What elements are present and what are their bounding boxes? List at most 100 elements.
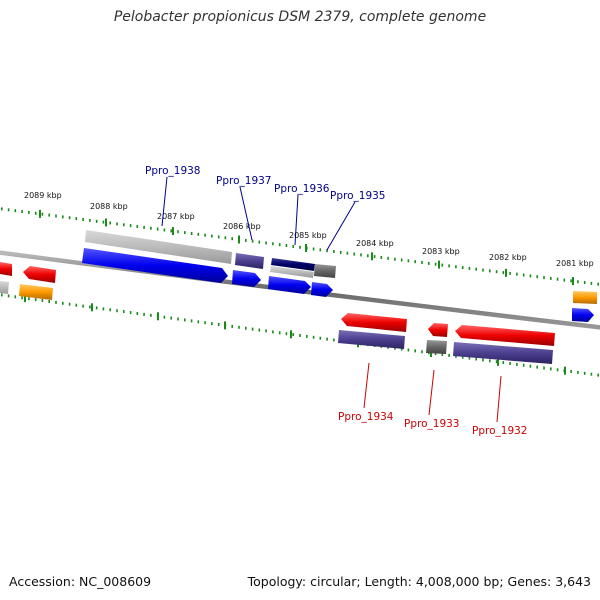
minor-tick xyxy=(163,315,166,319)
leader-ppro-1932 xyxy=(496,375,502,423)
scale-label: 2085 kbp xyxy=(289,231,327,240)
minor-tick xyxy=(150,313,152,317)
minor-tick xyxy=(509,362,511,365)
cds-feature-ppro-1935[interactable] xyxy=(314,264,336,278)
minor-tick xyxy=(278,331,281,335)
minor-tick xyxy=(217,323,220,326)
minor-tick xyxy=(373,255,376,259)
gene-label-ppro-1934[interactable]: Ppro_1934 xyxy=(338,411,394,423)
major-tick xyxy=(290,330,292,339)
cds-feature-ppro-1932[interactable] xyxy=(453,342,553,364)
minor-tick xyxy=(136,312,139,315)
leader-ppro-1936 xyxy=(294,194,299,246)
minor-tick xyxy=(461,355,464,359)
scale-label: 2087 kbp xyxy=(157,212,195,221)
major-tick xyxy=(224,321,226,330)
minor-tick xyxy=(583,371,586,375)
minor-tick xyxy=(62,215,64,219)
minor-tick xyxy=(245,326,247,330)
minor-tick xyxy=(184,318,186,322)
minor-tick xyxy=(421,350,423,354)
leader-ppro-1935 xyxy=(326,201,356,251)
minor-tick xyxy=(414,349,416,353)
leader-ppro-1933 xyxy=(428,369,435,416)
minor-tick xyxy=(590,281,593,285)
minor-tick xyxy=(116,309,118,313)
minor-tick xyxy=(333,338,335,342)
minor-tick xyxy=(95,306,98,310)
gene-feature-ppro-1935[interactable] xyxy=(311,282,333,297)
gene-label-ppro-1933[interactable]: Ppro_1933 xyxy=(404,418,459,430)
gene-feature-right-blue[interactable] xyxy=(572,308,594,322)
gene-feature-ppro-1932[interactable] xyxy=(455,325,555,346)
minor-tick xyxy=(441,263,444,267)
major-tick xyxy=(172,227,174,236)
gene-feature-ppro-1937[interactable] xyxy=(232,270,261,287)
gene-feature-ppro-1936[interactable] xyxy=(268,276,311,294)
minor-tick xyxy=(448,353,450,357)
gene-feature-left-grey[interactable] xyxy=(0,281,9,294)
minor-tick xyxy=(495,270,498,274)
gene-feature-grey-small[interactable] xyxy=(270,266,314,278)
rna-feature-right[interactable] xyxy=(573,291,597,304)
minor-tick xyxy=(109,308,111,312)
cds-feature-ppro-1933[interactable] xyxy=(426,340,447,354)
rna-feature-left[interactable] xyxy=(19,284,53,300)
cds-feature-ppro-1936[interactable] xyxy=(271,258,315,271)
gene-feature-left-red[interactable] xyxy=(0,262,12,276)
minor-tick xyxy=(41,299,44,302)
minor-tick xyxy=(475,357,477,361)
minor-tick xyxy=(21,296,23,300)
minor-tick xyxy=(516,362,518,366)
gene-feature-ppro-1938[interactable] xyxy=(82,248,228,283)
gene-feature-ppro-1933[interactable] xyxy=(428,323,448,337)
minor-tick xyxy=(21,210,23,213)
gene-label-ppro-1938[interactable]: Ppro_1938 xyxy=(145,165,200,177)
minor-tick xyxy=(211,322,213,326)
gene-feature-left-red-2[interactable] xyxy=(23,266,56,283)
gene-label-ppro-1936[interactable]: Ppro_1936 xyxy=(274,183,330,195)
minor-tick xyxy=(400,258,403,262)
minor-tick xyxy=(394,346,396,350)
gene-feature-ppro-1934[interactable] xyxy=(341,313,407,332)
minor-tick xyxy=(475,267,477,271)
minor-tick xyxy=(285,244,288,247)
minor-tick xyxy=(299,245,301,249)
minor-tick xyxy=(428,261,430,265)
minor-tick xyxy=(502,361,505,365)
tick-rows xyxy=(1,207,599,377)
minor-tick xyxy=(495,360,498,364)
major-tick xyxy=(24,294,26,303)
scale-label: 2084 kbp xyxy=(356,239,394,248)
gene-label-ppro-1932[interactable]: Ppro_1932 xyxy=(472,425,527,437)
minor-tick xyxy=(34,298,37,302)
minor-tick xyxy=(319,336,322,340)
minor-tick xyxy=(529,274,532,278)
gene-label-ppro-1937[interactable]: Ppro_1937 xyxy=(216,175,271,187)
cds-feature-ppro-1937[interactable] xyxy=(235,253,264,269)
minor-tick xyxy=(102,220,105,224)
minor-tick xyxy=(143,312,145,316)
minor-tick xyxy=(150,226,152,230)
minor-tick xyxy=(529,364,532,368)
minor-tick xyxy=(123,310,125,314)
minor-tick xyxy=(102,307,105,311)
gene-label-ppro-1935[interactable]: Ppro_1935 xyxy=(330,190,385,202)
minor-tick xyxy=(441,353,444,356)
minor-tick xyxy=(556,368,559,372)
minor-tick xyxy=(170,229,172,233)
major-tick xyxy=(305,244,307,252)
minor-tick xyxy=(360,253,362,257)
gene-feature-grey[interactable] xyxy=(85,230,232,264)
major-tick xyxy=(438,260,440,269)
minor-tick xyxy=(258,240,261,244)
minor-tick xyxy=(129,224,132,228)
minor-tick xyxy=(400,347,403,351)
minor-tick xyxy=(434,352,437,356)
cds-feature-ppro-1934[interactable] xyxy=(338,330,405,349)
forward-strand-features xyxy=(0,230,597,322)
gene-labels: Ppro_1938 Ppro_1937 Ppro_1936 Ppro_1935 … xyxy=(145,165,527,437)
minor-tick xyxy=(231,324,233,328)
map-title: Pelobacter propionicus DSM 2379, complet… xyxy=(113,9,487,25)
minor-tick xyxy=(28,297,30,301)
